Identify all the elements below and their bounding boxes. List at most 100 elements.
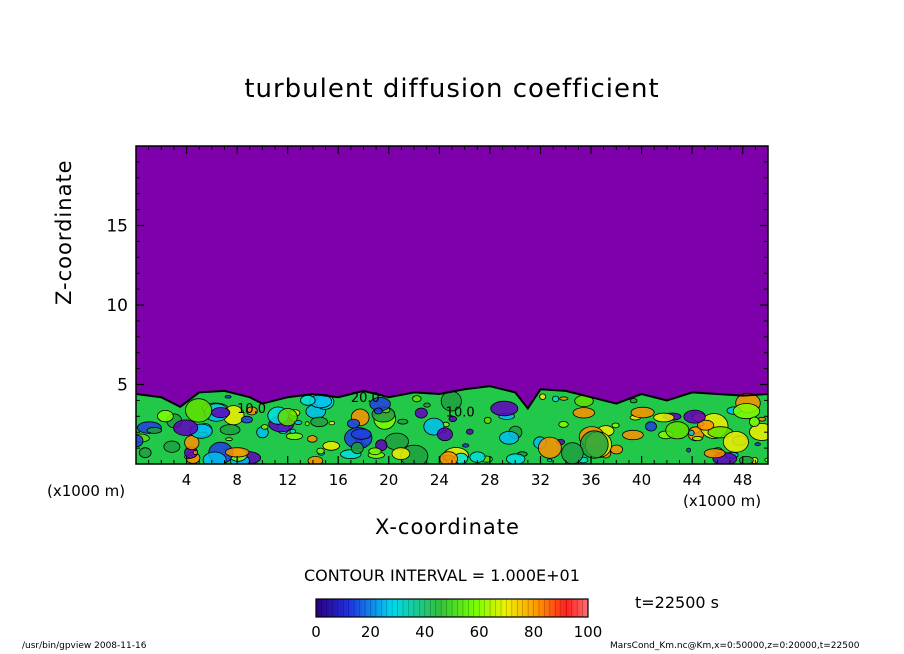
- turbulent-eddy: [688, 429, 695, 436]
- turbulent-eddy: [322, 441, 340, 451]
- turbulent-eddy: [136, 434, 144, 447]
- colorbar-fill: [316, 599, 588, 617]
- turbulent-eddy: [692, 435, 703, 441]
- turbulent-eddy: [219, 424, 241, 436]
- x-tick-label: 32: [531, 471, 550, 489]
- colorbar-tick-label: 40: [415, 623, 434, 641]
- turbulent-eddy: [192, 450, 198, 455]
- turbulent-eddy: [294, 420, 303, 426]
- y-axis-label: Z-coordinate: [52, 159, 76, 305]
- turbulent-eddy: [764, 457, 768, 462]
- contour-value-label: 20.0: [351, 391, 380, 406]
- turbulent-eddy: [384, 432, 409, 451]
- turbulent-eddy: [368, 447, 382, 456]
- turbulent-eddy: [300, 394, 316, 406]
- turbulent-eddy: [202, 451, 227, 464]
- turbulent-eddy: [653, 412, 675, 423]
- turbulent-eddy: [539, 393, 547, 400]
- turbulent-eddy: [499, 430, 520, 445]
- turbulent-eddy: [572, 407, 596, 419]
- turbulent-eddy: [240, 415, 253, 424]
- turbulent-eddy: [157, 409, 174, 423]
- turbulent-eddy: [414, 407, 428, 419]
- y-tick-label: 5: [117, 376, 128, 396]
- plot-frame: [135, 145, 769, 465]
- footer-left: /usr/bin/gpview 2008-11-16: [22, 641, 147, 651]
- turbulent-eddy: [558, 420, 569, 428]
- turbulent-eddy: [225, 437, 233, 442]
- turbulent-eddy: [561, 442, 584, 464]
- x-unit-label-left: (x1000 m): [47, 482, 126, 500]
- turbulent-eddy: [224, 447, 250, 458]
- turbulent-eddy: [749, 423, 768, 441]
- turbulent-eddy: [436, 427, 453, 442]
- x-tick-label: 20: [379, 471, 398, 489]
- turbulent-eddy: [465, 428, 474, 435]
- turbulent-eddy: [146, 426, 163, 434]
- turbulent-eddy: [316, 447, 325, 455]
- contour-line: [136, 385, 768, 411]
- turbulent-eddy: [448, 415, 457, 423]
- x-tick-label: 24: [430, 471, 449, 489]
- turbulent-layer-field: 20.0 10.0 10.0: [136, 385, 768, 464]
- contour-interval-label: CONTOUR INTERVAL = 1.000E+01: [304, 566, 580, 585]
- turbulent-eddy: [185, 398, 213, 423]
- turbulent-eddy: [423, 402, 431, 408]
- contour-value-label: 10.0: [446, 405, 475, 420]
- colorbar: 0 20 40 60 80 100: [311, 598, 603, 641]
- colorbar-frame: [315, 598, 589, 618]
- turbulent-eddy: [307, 456, 324, 464]
- turbulent-eddy: [391, 447, 411, 460]
- y-tick-label: 10: [106, 296, 128, 316]
- turbulent-eddy: [304, 421, 310, 427]
- colorbar-tick-label: 80: [524, 623, 543, 641]
- footer-right: MarsCond_Km.nc@Km,x=0:50000,z=0:20000,t=…: [610, 641, 860, 651]
- turbulent-eddy: [722, 431, 749, 453]
- turbulent-eddy: [245, 406, 258, 416]
- turbulent-eddy: [490, 400, 519, 417]
- turbulent-eddy: [696, 419, 715, 431]
- x-unit-label-right: (x1000 m): [683, 492, 762, 510]
- turbulent-eddy: [350, 428, 372, 440]
- turbulent-eddy: [559, 396, 569, 401]
- y-tick-label: 15: [106, 217, 128, 237]
- x-tick-label: 8: [232, 471, 242, 489]
- turbulent-eddy: [665, 421, 690, 440]
- turbulent-eddy: [285, 432, 303, 441]
- turbulent-eddy: [579, 430, 609, 459]
- time-label: t=22500 s: [635, 593, 719, 612]
- colorbar-tick-label: 60: [470, 623, 489, 641]
- colorbar-tick-label: 100: [574, 623, 603, 641]
- turbulent-eddy: [749, 416, 760, 428]
- turbulent-eddy: [289, 428, 296, 434]
- turbulent-eddy: [629, 398, 638, 404]
- turbulent-eddy: [551, 395, 560, 403]
- turbulent-eddy: [211, 407, 231, 419]
- turbulent-eddy: [461, 443, 470, 448]
- turbulent-eddy: [611, 422, 620, 429]
- turbulent-eddy: [184, 435, 200, 451]
- chart-title: turbulent diffusion coefficient: [244, 74, 660, 104]
- turbulent-eddy: [754, 442, 761, 447]
- turbulent-eddy: [397, 418, 409, 425]
- contour-value-label: 10.0: [237, 402, 266, 417]
- x-tick-label: 28: [480, 471, 499, 489]
- turbulent-eddy: [506, 453, 526, 464]
- turbulent-eddy: [686, 447, 691, 453]
- turbulent-eddy: [412, 395, 422, 403]
- x-tick-label: 40: [632, 471, 651, 489]
- turbulent-eddy: [483, 416, 492, 424]
- turbulent-eddy: [703, 448, 726, 459]
- x-tick-label: 12: [278, 471, 297, 489]
- turbulent-eddy: [224, 395, 232, 399]
- colorbar-tick-label: 20: [361, 623, 380, 641]
- turbulent-eddy: [260, 424, 269, 430]
- turbulent-eddy: [732, 403, 761, 420]
- turbulent-eddy: [373, 407, 383, 415]
- turbulent-eddy: [546, 458, 553, 462]
- turbulent-eddy: [277, 408, 298, 427]
- turbulent-eddy: [738, 456, 754, 464]
- turbulent-eddy: [163, 440, 181, 453]
- turbulent-eddy: [346, 418, 360, 429]
- turbulent-eddy: [350, 441, 364, 454]
